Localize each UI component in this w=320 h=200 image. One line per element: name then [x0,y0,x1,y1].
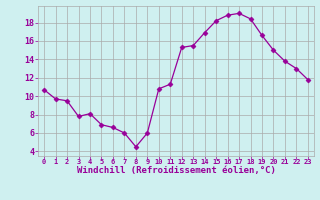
X-axis label: Windchill (Refroidissement éolien,°C): Windchill (Refroidissement éolien,°C) [76,166,276,175]
